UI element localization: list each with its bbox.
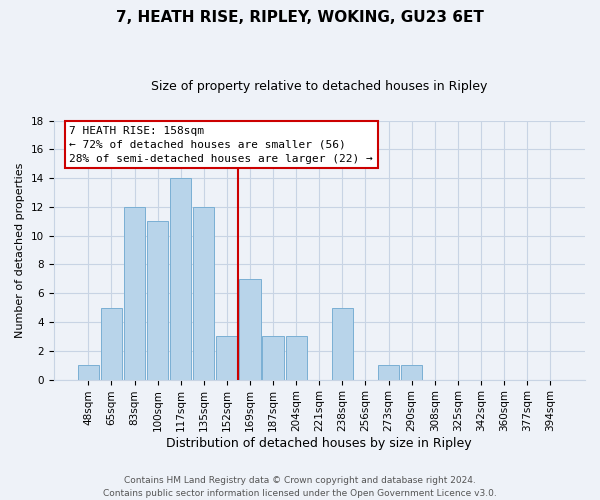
Text: Contains HM Land Registry data © Crown copyright and database right 2024.
Contai: Contains HM Land Registry data © Crown c… xyxy=(103,476,497,498)
Bar xyxy=(286,336,307,380)
Bar xyxy=(101,308,122,380)
X-axis label: Distribution of detached houses by size in Ripley: Distribution of detached houses by size … xyxy=(166,437,472,450)
Bar xyxy=(401,365,422,380)
Bar xyxy=(239,279,260,380)
Text: 7, HEATH RISE, RIPLEY, WOKING, GU23 6ET: 7, HEATH RISE, RIPLEY, WOKING, GU23 6ET xyxy=(116,10,484,25)
Bar xyxy=(77,365,99,380)
Bar xyxy=(147,222,168,380)
Title: Size of property relative to detached houses in Ripley: Size of property relative to detached ho… xyxy=(151,80,487,93)
Bar xyxy=(262,336,284,380)
Bar xyxy=(170,178,191,380)
Bar xyxy=(378,365,399,380)
Bar xyxy=(332,308,353,380)
Bar xyxy=(124,207,145,380)
Bar xyxy=(216,336,238,380)
Text: 7 HEATH RISE: 158sqm
← 72% of detached houses are smaller (56)
28% of semi-detac: 7 HEATH RISE: 158sqm ← 72% of detached h… xyxy=(70,126,373,164)
Bar xyxy=(193,207,214,380)
Y-axis label: Number of detached properties: Number of detached properties xyxy=(15,162,25,338)
